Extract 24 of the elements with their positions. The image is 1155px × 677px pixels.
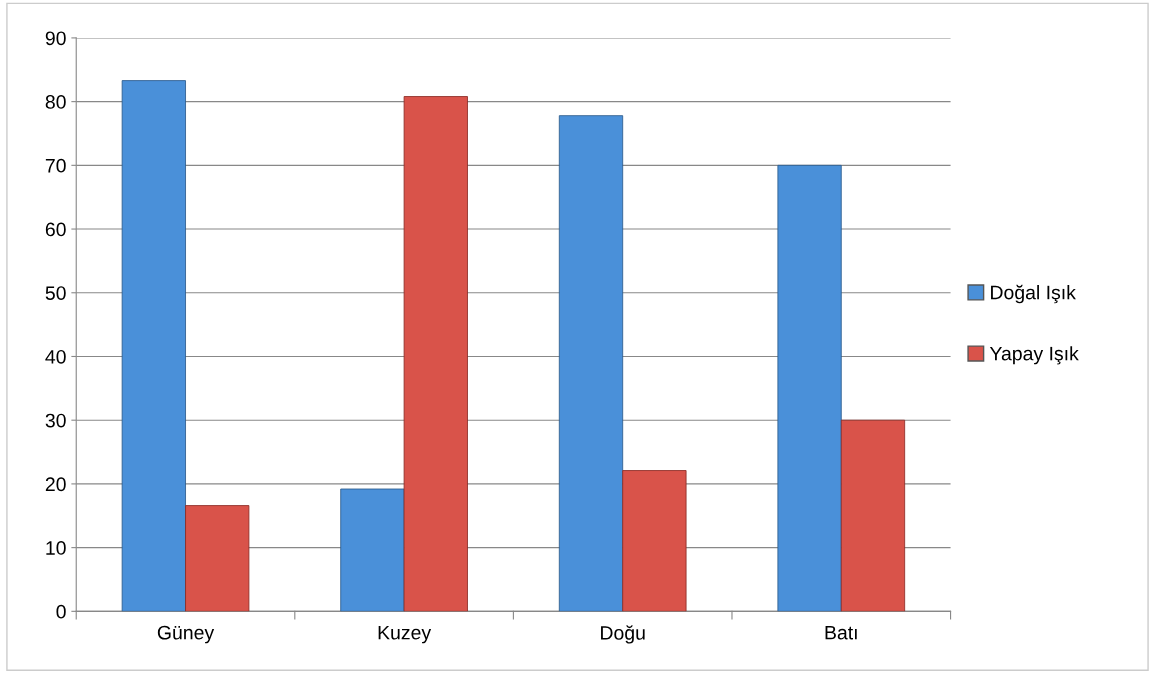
x-tick-label: Batı (825, 625, 857, 640)
bar (777, 164, 842, 612)
y-tick-label: 20 (45, 477, 66, 492)
bar (121, 80, 186, 612)
bar (558, 115, 624, 612)
x-tick-label: Güney (157, 625, 215, 644)
bar (403, 96, 468, 612)
bar (840, 419, 906, 612)
y-tick-label: 30 (45, 413, 66, 428)
y-tick-label: 0 (56, 604, 66, 619)
y-tick-label: 90 (45, 31, 66, 46)
bar (185, 505, 250, 612)
legend-label: Yapay Işık (989, 346, 1079, 365)
y-tick-label: 10 (46, 541, 66, 555)
y-tick-label: 80 (45, 95, 66, 109)
y-tick-label: 70 (45, 158, 66, 173)
x-tick-label: Doğu (601, 625, 645, 644)
y-tick-label: 60 (45, 222, 66, 237)
x-tick-label: Kuzey (378, 625, 432, 644)
bar (622, 470, 687, 612)
legend-label: Doğal Işık (991, 284, 1076, 304)
y-tick-label: 50 (45, 286, 66, 300)
bar (340, 488, 405, 612)
y-tick-label: 40 (45, 349, 66, 364)
